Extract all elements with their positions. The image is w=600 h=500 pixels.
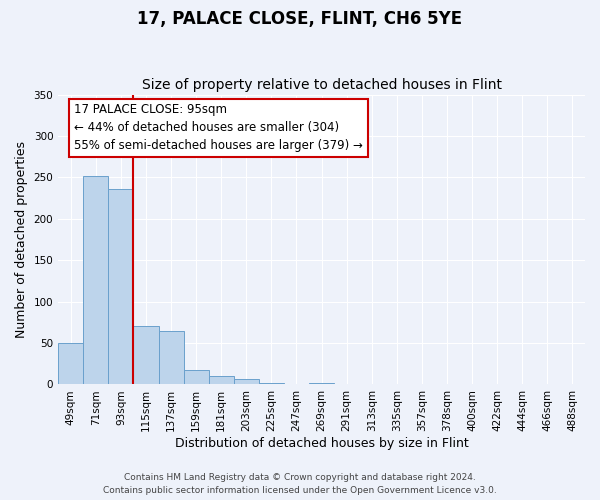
- Text: 17, PALACE CLOSE, FLINT, CH6 5YE: 17, PALACE CLOSE, FLINT, CH6 5YE: [137, 10, 463, 28]
- Bar: [309, 383, 334, 384]
- Bar: [83, 176, 109, 384]
- Bar: [209, 376, 234, 384]
- Bar: [184, 370, 209, 384]
- Y-axis label: Number of detached properties: Number of detached properties: [15, 141, 28, 338]
- Bar: [133, 326, 158, 384]
- Text: 17 PALACE CLOSE: 95sqm
← 44% of detached houses are smaller (304)
55% of semi-de: 17 PALACE CLOSE: 95sqm ← 44% of detached…: [74, 104, 363, 152]
- Bar: [109, 189, 133, 384]
- Text: Contains HM Land Registry data © Crown copyright and database right 2024.
Contai: Contains HM Land Registry data © Crown c…: [103, 474, 497, 495]
- Bar: [234, 380, 259, 384]
- Title: Size of property relative to detached houses in Flint: Size of property relative to detached ho…: [142, 78, 502, 92]
- Bar: [58, 343, 83, 384]
- Bar: [158, 330, 184, 384]
- X-axis label: Distribution of detached houses by size in Flint: Distribution of detached houses by size …: [175, 437, 469, 450]
- Bar: [259, 383, 284, 384]
